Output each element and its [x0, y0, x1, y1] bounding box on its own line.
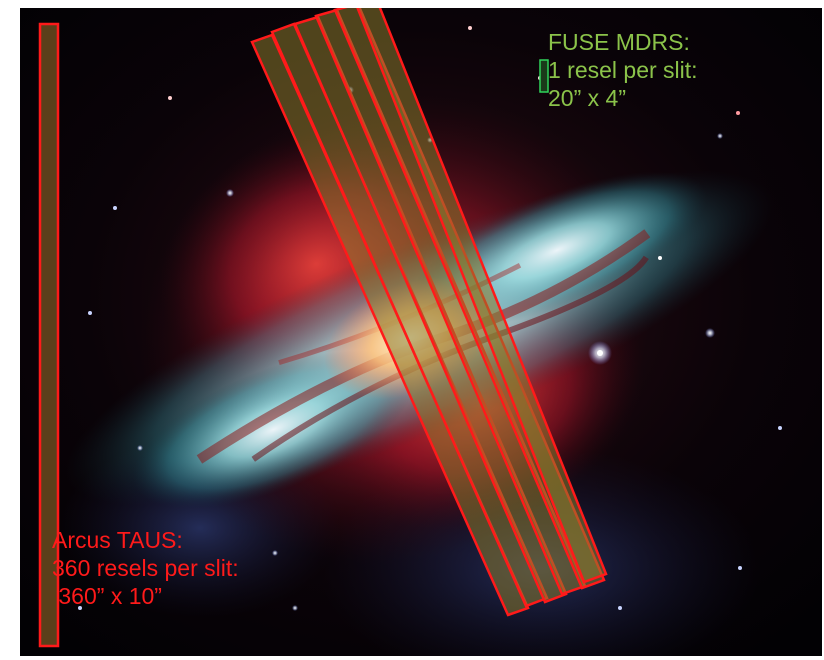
arcus-taus-label: Arcus TAUS: 360 resels per slit: 360” x … — [52, 526, 239, 610]
arcus-slit-overlay-group — [250, 8, 608, 617]
fuse-label-line3: 20” x 4” — [548, 85, 626, 111]
fuse-label-line2: 1 resel per slit: — [548, 57, 698, 83]
arcus-label-line2: 360 resels per slit: — [52, 555, 239, 581]
fuse-label-line1: FUSE MDRS: — [548, 29, 690, 55]
arcus-slit — [250, 33, 530, 617]
galaxy-image — [20, 8, 822, 656]
arcus-slit — [293, 15, 568, 604]
arcus-slit — [356, 8, 608, 584]
arcus-label-line1: Arcus TAUS: — [52, 527, 183, 553]
fuse-mdrs-label: FUSE MDRS: 1 resel per slit: 20” x 4” — [548, 28, 698, 112]
arcus-label-line3: 360” x 10” — [52, 583, 162, 609]
galaxy-image-panel — [20, 8, 822, 656]
fuse-slit-reference — [539, 59, 549, 93]
arcus-slit-reference — [38, 22, 60, 648]
